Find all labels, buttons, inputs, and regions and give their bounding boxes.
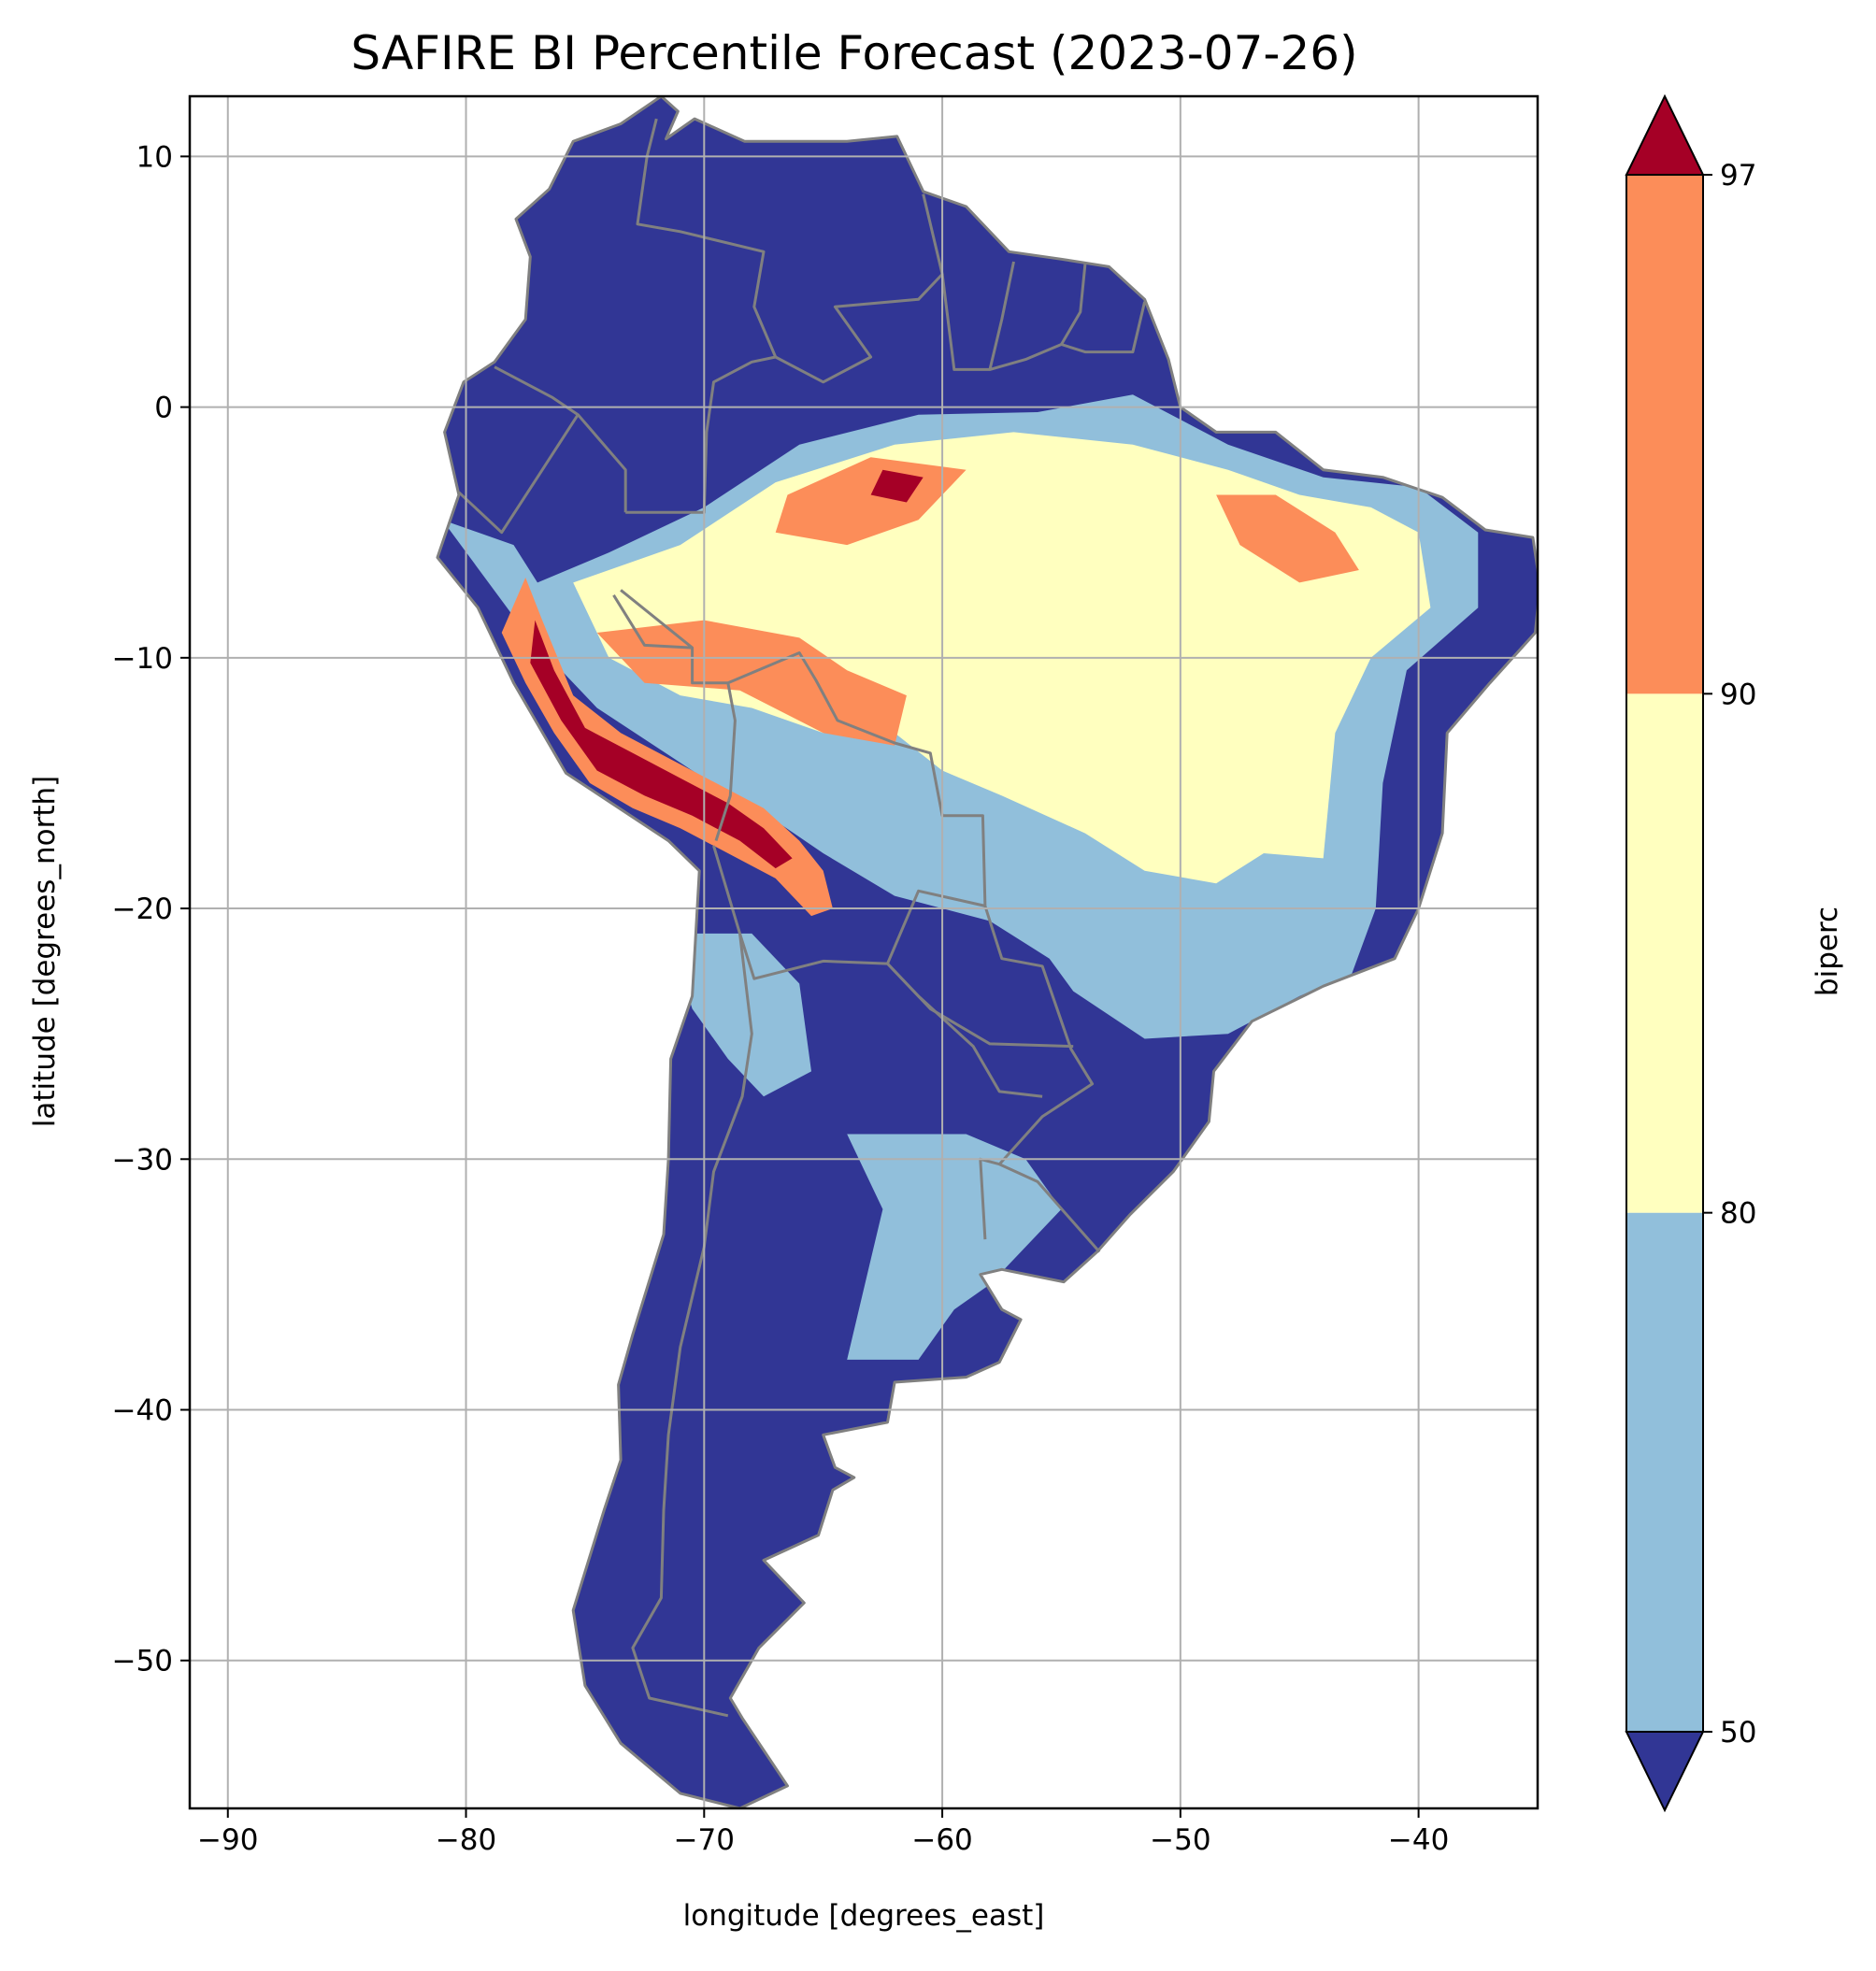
x-tick-label: −40 <box>1388 1823 1449 1857</box>
colorbar-tick-label: 90 <box>1720 678 1756 711</box>
x-tick-label: −80 <box>436 1823 496 1857</box>
x-tick-label: −50 <box>1150 1823 1210 1857</box>
colorbar-segment <box>1626 693 1703 1213</box>
y-tick-label: 0 <box>154 392 173 425</box>
zone-90-97 <box>1216 494 1359 583</box>
colorbar-segment <box>1626 1212 1703 1732</box>
coastline <box>436 96 1538 1808</box>
plot-frame <box>188 94 1539 1810</box>
zone--97 <box>870 469 924 503</box>
country-borders <box>436 96 1538 1808</box>
gridlines <box>190 96 1538 1808</box>
y-axis-ticks: 10 0 −10 −20 −30 −40 −50 <box>112 140 190 1678</box>
x-tick-label: −90 <box>197 1823 258 1857</box>
y-tick-label: −30 <box>112 1143 173 1177</box>
colorbar-segment <box>1626 175 1703 694</box>
x-axis-ticks: −90 −80 −70 −60 −50 −40 <box>197 1808 1449 1857</box>
x-tick-label: −70 <box>674 1823 735 1857</box>
y-tick-label: −50 <box>112 1645 173 1678</box>
zone-50-80 <box>847 1134 1062 1360</box>
colorbar-label: biperc <box>1811 907 1844 996</box>
y-tick-label: 10 <box>136 140 173 174</box>
border-line <box>457 365 580 535</box>
x-tick-label: −60 <box>911 1823 972 1857</box>
colorbar-tick-label: 50 <box>1720 1716 1756 1750</box>
border-line <box>631 933 753 1718</box>
border-line <box>988 261 1015 370</box>
border-line <box>886 963 1074 1049</box>
border-line <box>577 413 627 513</box>
colorbar-tick-label: 97 <box>1720 159 1756 193</box>
plot-area <box>190 96 1538 1808</box>
y-tick-label: −40 <box>112 1394 173 1428</box>
border-line <box>714 682 737 842</box>
colorbar-tick-label: 80 <box>1720 1197 1756 1231</box>
border-line <box>612 594 693 650</box>
border-line <box>620 589 1101 1253</box>
colorbar-frame <box>1625 174 1704 1733</box>
border-line <box>940 274 1147 371</box>
chart-title: SAFIRE BI Percentile Forecast (2023-07-2… <box>351 26 1357 80</box>
x-axis-label: longitude [degrees_east] <box>683 1899 1045 1933</box>
y-tick-label: −20 <box>112 893 173 926</box>
y-axis-label: latitude [degrees_north] <box>28 776 62 1127</box>
y-tick-label: −10 <box>112 642 173 676</box>
border-line <box>1060 264 1087 346</box>
zone-90-97 <box>596 620 907 746</box>
colorbar: 50 80 90 97 <box>1625 93 1756 1813</box>
